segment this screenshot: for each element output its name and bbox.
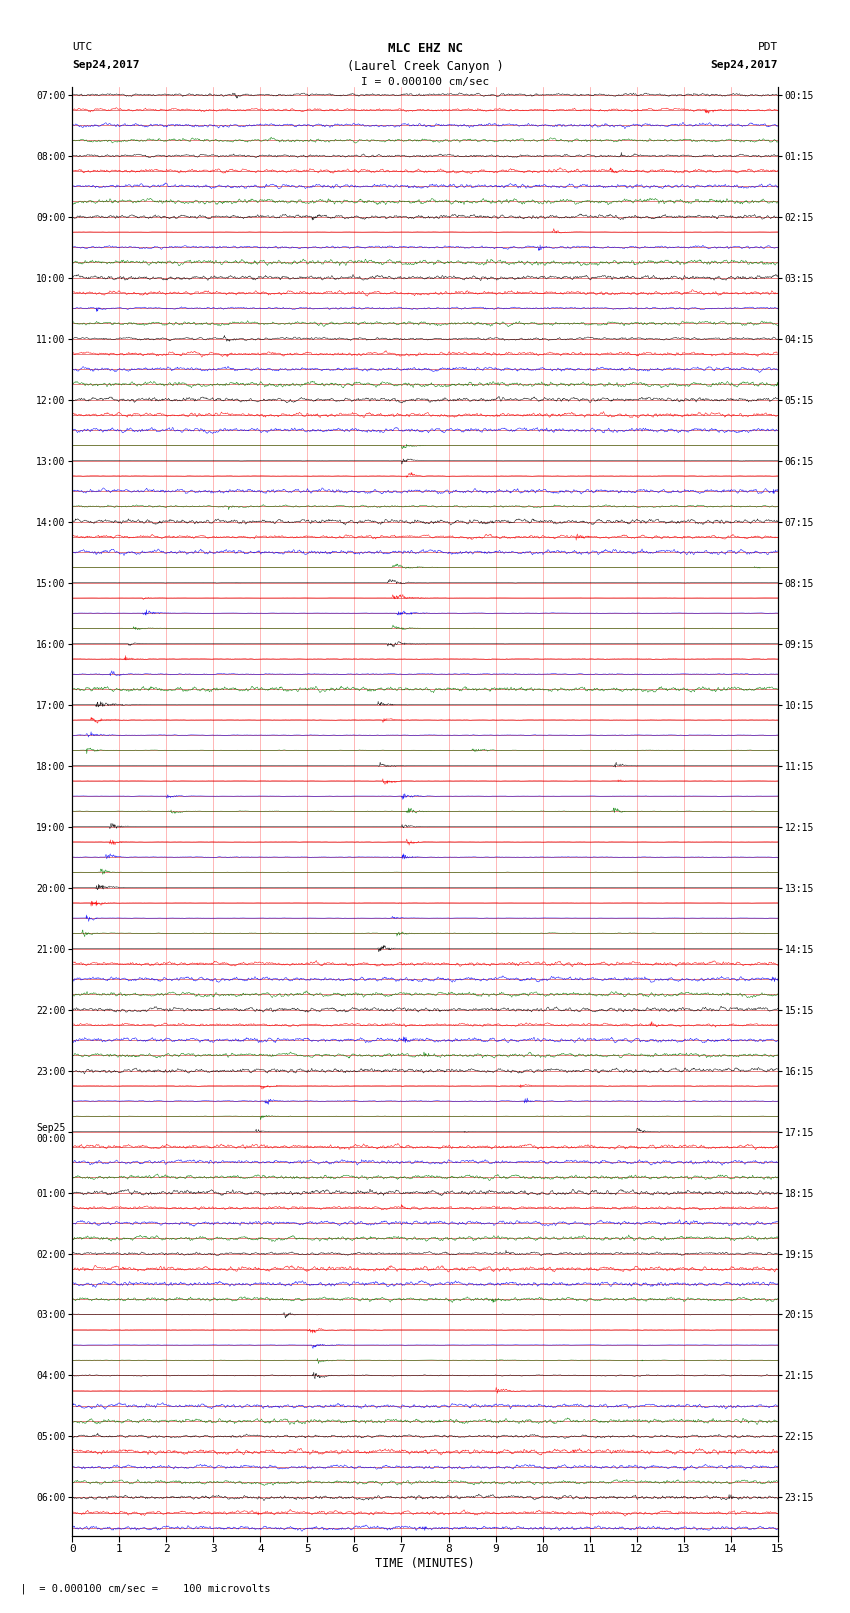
Text: |  = 0.000100 cm/sec =    100 microvolts: | = 0.000100 cm/sec = 100 microvolts xyxy=(8,1582,271,1594)
Text: Sep24,2017: Sep24,2017 xyxy=(72,60,139,69)
Text: PDT: PDT xyxy=(757,42,778,52)
Text: I = 0.000100 cm/sec: I = 0.000100 cm/sec xyxy=(361,77,489,87)
Text: UTC: UTC xyxy=(72,42,93,52)
Text: (Laurel Creek Canyon ): (Laurel Creek Canyon ) xyxy=(347,60,503,73)
Text: Sep24,2017: Sep24,2017 xyxy=(711,60,778,69)
X-axis label: TIME (MINUTES): TIME (MINUTES) xyxy=(375,1557,475,1569)
Text: MLC EHZ NC: MLC EHZ NC xyxy=(388,42,462,55)
